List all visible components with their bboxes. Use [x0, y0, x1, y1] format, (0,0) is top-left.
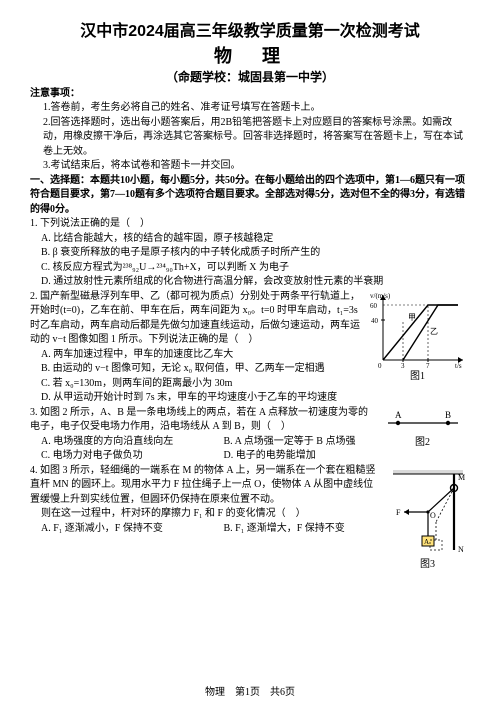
- fig3-caption: 图3: [385, 558, 470, 573]
- notice-item: 1.答卷前，考生务必将自己的姓名、准考证号填写在答题卡上。: [43, 101, 470, 116]
- xaxis-label: t/s: [455, 362, 462, 370]
- q2-b: B. 由运动的 v−t 图像可知，无论 x₀ 取何值，甲、乙两车一定相遇: [30, 362, 341, 377]
- notice-item: 3.考试结束后，将本试卷和答题卡一并交回。: [43, 159, 470, 174]
- q1-d: D. 通过放射性元素所组成的化合物进行高温分解，会改变放射性元素的半衰期: [30, 275, 470, 290]
- fig1-caption: 图1: [365, 370, 470, 385]
- q1-b: B. β 衰变所释放的电子是原子核内的中子转化成质子时所产生的: [30, 246, 470, 261]
- pt-B: B: [445, 410, 451, 420]
- q1-stem: 1. 下列说法正确的是（ ）: [30, 217, 470, 232]
- pt-A3: A: [424, 538, 429, 546]
- figure-1: v/(m/s) 60 40 0 3 7 t/s 甲 乙 图1: [365, 290, 470, 385]
- label-jia: 甲: [408, 313, 416, 322]
- q1-c: C. 核反应方程式为²³⁸₉₂U→²³⁴₉₀Th+X，可以判断 X 为电子: [30, 261, 470, 276]
- q2-d: D. 从甲运动开始计时到 7s 末，甲车的平均速度小于乙车的平均速度: [30, 391, 341, 406]
- notice-head: 注意事项：: [30, 87, 470, 102]
- pt-A: A: [395, 410, 402, 420]
- rod-ring-icon: M N O F A: [388, 466, 468, 558]
- pt-M: M: [458, 473, 465, 482]
- figure-2: A B 图2: [375, 410, 470, 451]
- figure-3: M N O F A 图3: [385, 466, 470, 573]
- q3-d: D. 电子的电势能增加: [224, 450, 316, 461]
- notice-item: 2.回答选择题时，选出每小题答案后，用2B铅笔把答题卡上对应题目的答案标号涂黑。…: [43, 116, 470, 160]
- pt-O: O: [430, 511, 436, 520]
- yaxis-label: v/(m/s): [370, 292, 391, 300]
- q1-a: A. 比结合能越大，核的结合的越牢固，原子核越稳定: [30, 232, 470, 247]
- q4-a: A. F₁ 逐渐减小，F 保持不变: [30, 522, 221, 537]
- q4-b: B. F₁ 逐渐增大，F 保持不变: [224, 523, 345, 534]
- q3-a: A. 电场强度的方向沿直线向左: [30, 435, 221, 450]
- svg-text:60: 60: [370, 302, 378, 310]
- subject-title: 物 理: [30, 43, 470, 69]
- xtick-3: 3: [401, 362, 405, 370]
- field-line-icon: A B: [378, 410, 468, 436]
- pt-N: N: [458, 545, 464, 554]
- section1-head: 一、选择题：本题共10小题，每小题5分，共50分。在每小题给出的四个选项中，第1…: [30, 174, 470, 218]
- q3-c: C. 电场力对电子做负功: [30, 449, 221, 464]
- exam-title: 汉中市2024届高三年级教学质量第一次检测考试: [30, 20, 470, 43]
- exam-page: 汉中市2024届高三年级教学质量第一次检测考试 物 理 （命题学校：城固县第一中…: [0, 0, 500, 706]
- origin: 0: [378, 362, 382, 370]
- xtick-7: 7: [426, 362, 430, 370]
- vt-graph-icon: v/(m/s) 60 40 0 3 7 t/s 甲 乙: [368, 290, 468, 370]
- label-yi: 乙: [430, 327, 438, 336]
- q3-row2: C. 电场力对电子做负功 D. 电子的电势能增加: [30, 449, 470, 464]
- school-name: （命题学校：城固县第一中学）: [30, 69, 470, 86]
- notice-list: 1.答卷前，考生务必将自己的姓名、准考证号填写在答题卡上。 2.回答选择题时，选…: [30, 101, 470, 174]
- page-footer: 物理 第1页 共6页: [30, 686, 470, 701]
- fig2-caption: 图2: [375, 436, 470, 451]
- F-label: F: [396, 508, 401, 517]
- ytick-40: 40: [371, 317, 379, 325]
- q3-b: B. A 点场强一定等于 B 点场强: [224, 436, 356, 447]
